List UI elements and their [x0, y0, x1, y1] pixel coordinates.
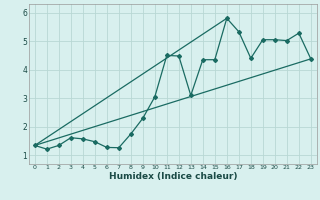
X-axis label: Humidex (Indice chaleur): Humidex (Indice chaleur): [108, 172, 237, 181]
